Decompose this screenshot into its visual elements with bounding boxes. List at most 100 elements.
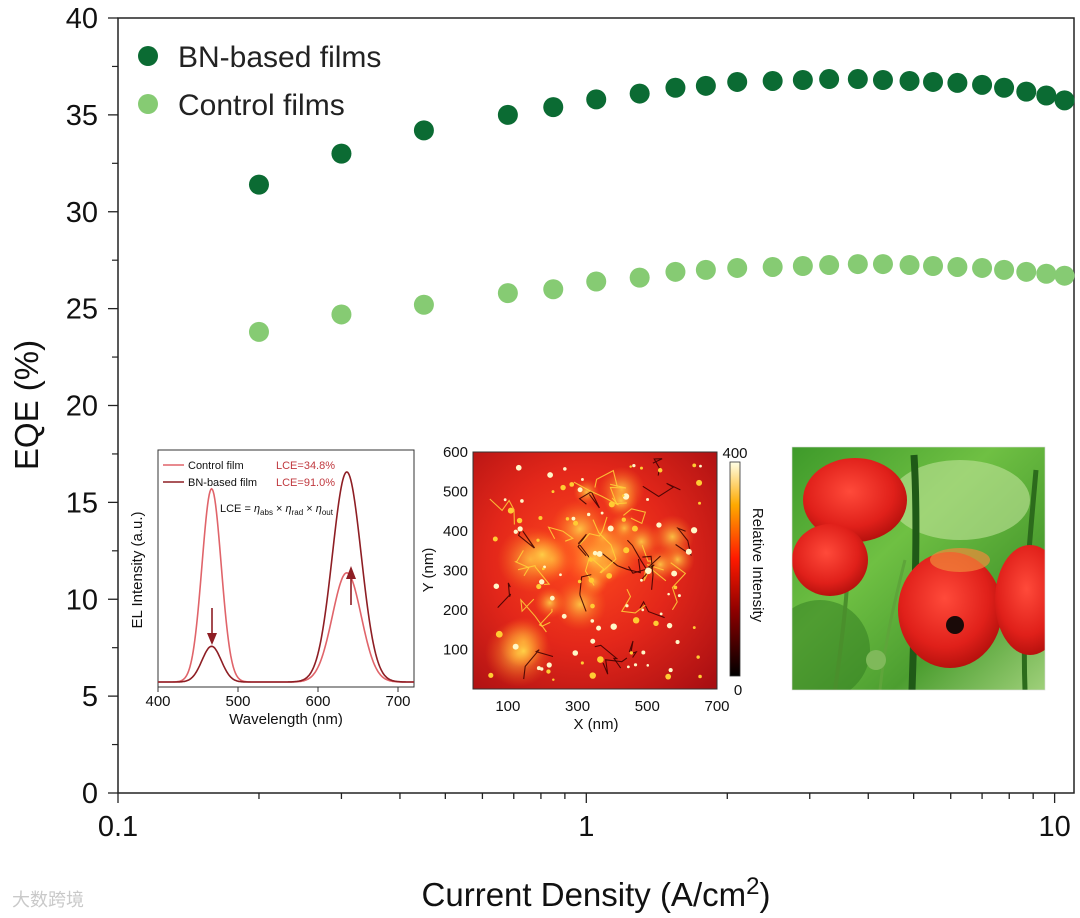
heat-hotspot (666, 622, 673, 629)
heat-crack (592, 519, 617, 574)
heat-hotspot (696, 479, 703, 486)
data-point (497, 104, 518, 125)
data-point (762, 70, 783, 91)
heat-hotspot (546, 662, 552, 668)
heat-hotspot (677, 594, 681, 598)
heat-hotspot (632, 463, 636, 468)
data-point (847, 69, 868, 90)
colorbar-min: 0 (734, 682, 742, 699)
inset-el-x-ticks: 400 500 600 700 (145, 687, 411, 710)
y-tick-label: 0 (82, 778, 98, 810)
heat-crack (594, 644, 622, 669)
heat-hotspot (698, 674, 702, 679)
heat-crack (520, 598, 547, 633)
x-tick-label: 0.1 (98, 811, 138, 843)
heat-hotspot (629, 465, 632, 468)
heat-hotspot (590, 603, 595, 609)
colorbar (729, 461, 741, 677)
heat-crack (642, 482, 681, 498)
heat-hotspot (623, 547, 630, 554)
heat-hotspot (696, 655, 700, 659)
heat-crack (573, 481, 619, 506)
inset-el-ylabel: EL Intensity (a.u.) (129, 511, 146, 628)
heat-crack (579, 574, 592, 612)
data-point (331, 304, 352, 325)
heat-hotspot (646, 497, 650, 501)
inset-x-tick-label: 500 (225, 693, 250, 710)
heat-hotspot (622, 493, 630, 500)
heat-hotspot (685, 548, 692, 555)
heat-hotspot (538, 515, 543, 520)
heat-hotspot (667, 592, 670, 596)
heat-hotspot (571, 516, 576, 521)
data-point (972, 257, 993, 278)
inset-photo-poppies (792, 447, 1045, 690)
heat-hotspot (621, 517, 626, 522)
y-axis: 0 5 10 15 20 25 30 35 40 (66, 3, 118, 810)
heat-hotspot (546, 669, 551, 674)
data-point (413, 120, 434, 141)
heatmap-hotspots (488, 463, 703, 681)
legend-marker-control (138, 94, 158, 114)
heat-hotspot (573, 520, 579, 526)
heat-hotspot (569, 482, 575, 487)
heat-hotspot (671, 570, 678, 577)
heat-hotspot (517, 526, 523, 532)
y-tick-label: 15 (66, 487, 98, 519)
heat-hotspot (631, 525, 638, 532)
heat-crack (642, 555, 654, 590)
data-point (1054, 265, 1075, 286)
heat-hotspot (641, 608, 645, 612)
y-tick-label: 40 (66, 3, 98, 35)
heat-hotspot (592, 550, 598, 556)
heat-hotspot (645, 567, 652, 575)
heatmap-x-tick-label: 300 (565, 698, 590, 715)
x-axis-title: Current Density (A/cm2) (422, 873, 771, 913)
heat-hotspot (539, 579, 545, 585)
heat-hotspot (665, 673, 672, 680)
heat-hotspot (577, 579, 582, 584)
data-point (695, 259, 716, 280)
x-axis: 0.1 1 10 (98, 793, 1071, 843)
data-point (872, 70, 893, 90)
heat-hotspot (536, 538, 540, 542)
heat-crack (670, 562, 687, 611)
heat-hotspot (563, 467, 567, 471)
data-point (819, 69, 840, 90)
inset-el-spectra: 400 500 600 700 EL Intensity (a.u.) Wavelen… (129, 449, 415, 728)
data-point (947, 72, 968, 93)
heatmap-frame (472, 451, 718, 690)
heat-hotspot (589, 672, 596, 679)
colorbar-max: 400 (722, 445, 747, 462)
heat-crack (547, 526, 574, 542)
heat-hotspot (492, 536, 498, 542)
data-point (1016, 81, 1037, 102)
watermark: 大数跨境 (12, 890, 84, 910)
data-point (792, 256, 813, 276)
legend: BN-based films Control films (138, 41, 381, 122)
heat-hotspot (520, 499, 524, 503)
series-bn-based-films (248, 69, 1075, 195)
heat-hotspot (632, 617, 640, 624)
heat-hotspot (536, 666, 541, 671)
data-point (248, 174, 269, 195)
heat-crack (675, 527, 692, 557)
legend-label-control: Control films (178, 89, 345, 122)
heat-hotspot (559, 573, 562, 577)
x-tick-label: 10 (1038, 811, 1070, 843)
heat-hotspot (561, 613, 567, 619)
heat-hotspot (586, 512, 591, 517)
heat-crack (577, 533, 592, 560)
heat-crack (627, 539, 661, 571)
heat-hotspot (596, 625, 602, 631)
data-point (872, 254, 893, 275)
legend-marker-bn (138, 46, 158, 66)
data-point (727, 257, 748, 278)
heat-hotspot (692, 463, 697, 468)
heat-hotspot (516, 517, 523, 524)
data-point (1054, 90, 1075, 111)
heat-hotspot (577, 487, 583, 493)
data-point (899, 70, 920, 91)
inset-el-xlabel: Wavelength (nm) (229, 711, 343, 728)
heatmap-y-tick-label: 100 (443, 642, 468, 659)
